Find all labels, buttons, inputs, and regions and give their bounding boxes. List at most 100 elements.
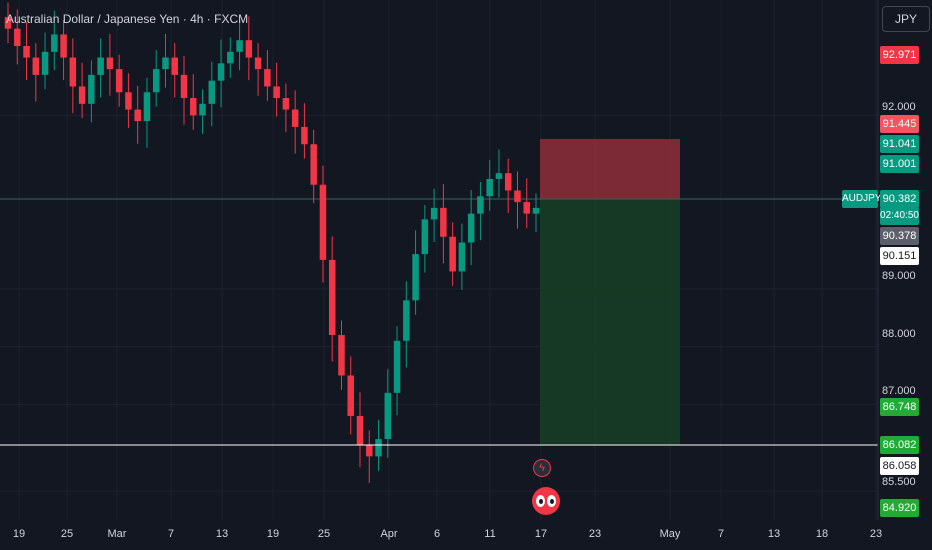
candle-body xyxy=(97,57,104,75)
time-axis-label: Mar xyxy=(107,528,127,540)
candle-body xyxy=(264,69,271,87)
candle-body xyxy=(458,242,466,272)
time-axis-label: 7 xyxy=(717,528,725,540)
target-price-badge[interactable]: 86.748 xyxy=(880,398,919,416)
candle-body xyxy=(217,63,225,81)
candle-body xyxy=(430,207,438,220)
time-axis-label: 19 xyxy=(12,528,26,540)
candle-body xyxy=(14,28,21,46)
time-axis-label: 17 xyxy=(534,528,548,540)
price-tick: 87.000 xyxy=(882,385,916,397)
price-tick: 88.000 xyxy=(882,328,916,340)
time-axis-label: 18 xyxy=(815,528,829,540)
candle-body xyxy=(51,34,58,52)
candle-body xyxy=(273,86,280,99)
candle-body xyxy=(328,259,336,336)
candle-body xyxy=(125,92,132,110)
eyes-icon[interactable] xyxy=(532,487,560,515)
candle-body xyxy=(23,46,30,58)
candle-body xyxy=(523,202,530,214)
candle-body xyxy=(115,69,123,93)
candle-body xyxy=(162,57,169,70)
candle-body xyxy=(208,80,216,104)
price-tick: 92.000 xyxy=(882,101,916,113)
currency-button[interactable]: JPY xyxy=(882,6,930,32)
candle-body xyxy=(134,109,141,122)
candle-body xyxy=(4,17,12,29)
candle-body xyxy=(319,184,327,260)
candle-body xyxy=(366,444,373,457)
candle-body xyxy=(88,74,95,104)
time-axis-label: 19 xyxy=(266,528,280,540)
candle-body xyxy=(69,57,77,87)
line-price-badge[interactable]: 86.082 xyxy=(880,436,919,454)
time-axis-label: Apr xyxy=(380,528,398,540)
time-axis-label: 13 xyxy=(767,528,781,540)
time-axis-label: 11 xyxy=(484,528,496,540)
price-badge-green[interactable]: 84.920 xyxy=(880,499,919,517)
last-price-badge: 90.382 xyxy=(880,190,919,208)
candle-body xyxy=(440,207,447,237)
candle-body xyxy=(78,86,86,104)
candle-body xyxy=(291,109,299,127)
candle-body xyxy=(282,98,290,110)
candle-body xyxy=(449,236,456,272)
price-tick: 89.000 xyxy=(882,270,916,282)
candle-body xyxy=(301,126,308,145)
candle-body xyxy=(41,51,49,75)
chart-grid xyxy=(0,0,878,520)
stop-loss-zone[interactable] xyxy=(540,139,680,199)
candle-body xyxy=(60,34,67,58)
candle-body xyxy=(236,40,243,52)
candle-body xyxy=(384,392,392,440)
time-axis-label: 23 xyxy=(869,528,883,540)
candle-body xyxy=(180,74,188,99)
candle-body xyxy=(227,51,234,64)
candle-body xyxy=(347,375,354,416)
candle-body xyxy=(421,219,429,255)
candle-body xyxy=(152,69,160,93)
time-axis-label: 13 xyxy=(215,528,229,540)
candle-body xyxy=(171,57,178,75)
candles xyxy=(4,2,540,484)
price-badge-white[interactable]: 86.058 xyxy=(880,457,919,475)
price-tick: 85.500 xyxy=(882,476,916,488)
candle-body xyxy=(504,173,512,191)
time-axis-label: 25 xyxy=(60,528,74,540)
price-badge-gray[interactable]: 90.378 xyxy=(880,227,919,245)
symbol-badge: AUDJPY xyxy=(842,190,881,208)
candle-body xyxy=(403,300,410,341)
stop-loss-badge[interactable]: 91.445 xyxy=(880,115,919,133)
candle-body xyxy=(106,57,114,70)
take-profit-zone[interactable] xyxy=(540,199,680,445)
candle-body xyxy=(199,103,206,116)
candle-body xyxy=(375,439,382,457)
candle-body xyxy=(32,57,40,75)
candle-body xyxy=(486,178,493,197)
price-badge-green[interactable]: 91.041 xyxy=(880,135,919,153)
candle-body xyxy=(467,213,475,243)
time-axis-label: 6 xyxy=(433,528,441,540)
candle-body xyxy=(245,40,253,58)
time-axis-label: 7 xyxy=(167,528,175,540)
alert-price-badge[interactable]: 92.971 xyxy=(880,46,919,64)
candle-body xyxy=(254,57,262,70)
candle-body xyxy=(532,207,540,214)
candle-body xyxy=(356,415,364,445)
candle-body xyxy=(190,98,197,116)
candle-body xyxy=(477,196,484,214)
countdown-badge: 02:40:50 xyxy=(880,207,919,225)
chart-title: Australian Dollar / Japanese Yen · 4h · … xyxy=(6,12,249,26)
candle-body xyxy=(514,190,521,203)
lightning-icon[interactable]: ϟ xyxy=(533,459,551,477)
candle-body xyxy=(495,173,503,179)
candle-body xyxy=(393,340,401,393)
candle-body xyxy=(412,254,419,301)
candle-body xyxy=(143,92,151,122)
time-axis-label: 23 xyxy=(588,528,602,540)
candle-body xyxy=(338,335,345,376)
price-badge-green[interactable]: 91.001 xyxy=(880,155,919,173)
price-badge-white[interactable]: 90.151 xyxy=(880,247,919,265)
time-axis-label: May xyxy=(659,528,681,540)
